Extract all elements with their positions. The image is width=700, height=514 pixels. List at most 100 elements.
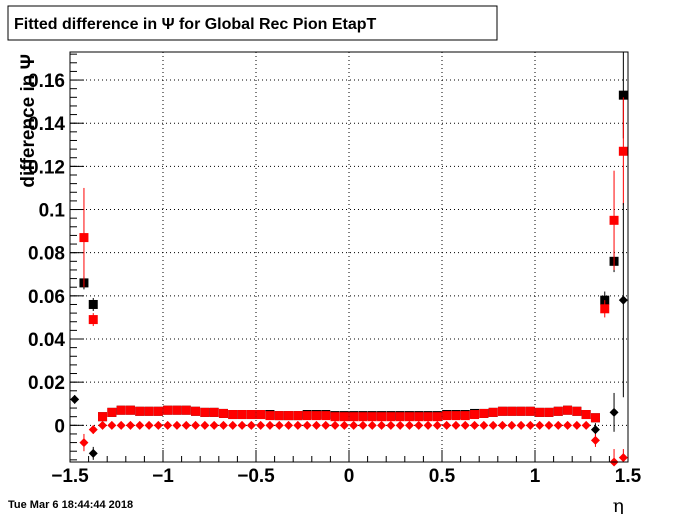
data-point bbox=[563, 405, 573, 415]
data-point bbox=[125, 405, 135, 415]
data-point bbox=[200, 420, 210, 430]
data-point bbox=[581, 410, 591, 420]
data-point bbox=[218, 408, 228, 418]
data-point bbox=[432, 412, 442, 422]
data-point bbox=[88, 448, 98, 458]
data-point bbox=[246, 410, 256, 420]
data-point bbox=[544, 407, 554, 417]
data-point bbox=[377, 412, 387, 422]
data-point bbox=[191, 406, 201, 416]
data-point bbox=[321, 411, 331, 421]
data-point bbox=[274, 411, 284, 421]
data-point bbox=[293, 411, 303, 421]
title-frame bbox=[7, 5, 498, 41]
data-point bbox=[144, 420, 154, 430]
timestamp: Tue Mar 6 18:44:44 2018 bbox=[8, 499, 133, 511]
data-point bbox=[358, 412, 368, 422]
series-1 bbox=[79, 97, 628, 423]
data-point bbox=[153, 406, 163, 416]
data-point bbox=[88, 315, 98, 325]
y-axis-title: difference in Ψ bbox=[18, 54, 39, 188]
data-point bbox=[553, 406, 563, 416]
data-point bbox=[144, 406, 154, 416]
data-point bbox=[116, 405, 126, 415]
data-point bbox=[367, 412, 377, 422]
data-point bbox=[525, 420, 535, 430]
plot-frame bbox=[69, 51, 629, 463]
data-point bbox=[246, 420, 256, 430]
data-point bbox=[70, 394, 80, 404]
data-point bbox=[535, 407, 545, 417]
data-point bbox=[237, 420, 247, 430]
data-point bbox=[535, 420, 545, 430]
data-point bbox=[470, 410, 480, 420]
data-point bbox=[451, 411, 461, 421]
data-point bbox=[553, 420, 563, 430]
data-point bbox=[237, 410, 247, 420]
y-tick-label: 0.04 bbox=[28, 330, 65, 351]
series-0 bbox=[79, 52, 628, 423]
data-point bbox=[107, 420, 117, 430]
data-point bbox=[423, 412, 433, 422]
y-tick-label: 0.1 bbox=[39, 201, 66, 222]
series-2 bbox=[70, 203, 628, 460]
data-point bbox=[460, 420, 470, 430]
y-tick-label: 0.02 bbox=[28, 373, 65, 394]
data-point bbox=[330, 412, 340, 422]
data-point bbox=[460, 411, 470, 421]
y-tick-label: 0 bbox=[54, 416, 65, 437]
x-axis-title: η bbox=[613, 495, 624, 514]
chart-title: Fitted difference in Ψ for Global Rec Pi… bbox=[14, 16, 377, 33]
data-point bbox=[284, 411, 294, 421]
data-point bbox=[293, 420, 303, 430]
data-point bbox=[386, 412, 396, 422]
data-point bbox=[339, 412, 349, 422]
data-point bbox=[442, 420, 452, 430]
data-point bbox=[618, 90, 628, 100]
data-point bbox=[209, 420, 219, 430]
y-tick-label: 0.14 bbox=[28, 114, 65, 135]
data-point bbox=[404, 412, 414, 422]
x-tick-label: −0.5 bbox=[237, 466, 275, 487]
data-point bbox=[600, 304, 610, 314]
data-point bbox=[395, 420, 405, 430]
y-tick-label: 0.06 bbox=[28, 287, 65, 308]
data-point bbox=[172, 420, 182, 430]
data-point bbox=[88, 299, 98, 309]
data-point bbox=[265, 411, 275, 421]
data-point bbox=[451, 420, 461, 430]
data-point bbox=[414, 420, 424, 430]
data-point bbox=[618, 453, 628, 463]
data-point bbox=[302, 411, 312, 421]
data-point bbox=[590, 435, 600, 445]
data-point bbox=[404, 420, 414, 430]
grid bbox=[70, 52, 628, 462]
data-point bbox=[349, 420, 359, 430]
data-point bbox=[98, 420, 108, 430]
data-point bbox=[153, 420, 163, 430]
data-point bbox=[135, 406, 145, 416]
data-point bbox=[572, 420, 582, 430]
data-point bbox=[79, 233, 89, 243]
data-point bbox=[311, 420, 321, 430]
data-point bbox=[172, 405, 182, 415]
data-point bbox=[488, 420, 498, 430]
data-point bbox=[423, 420, 433, 430]
data-point bbox=[284, 420, 294, 430]
data-point bbox=[479, 408, 489, 418]
data-point bbox=[367, 420, 377, 430]
data-point bbox=[516, 406, 526, 416]
x-tick-label: 1.5 bbox=[615, 466, 642, 487]
title-box: Fitted difference in Ψ for Global Rec Pi… bbox=[7, 5, 498, 41]
series-3 bbox=[79, 420, 628, 467]
data-point bbox=[218, 420, 228, 430]
data-point bbox=[497, 406, 507, 416]
data-point bbox=[507, 420, 517, 430]
data-point bbox=[163, 405, 173, 415]
data-point bbox=[377, 420, 387, 430]
data-point bbox=[88, 425, 98, 435]
data-point bbox=[321, 420, 331, 430]
data-point bbox=[470, 420, 480, 430]
data-point bbox=[107, 407, 117, 417]
